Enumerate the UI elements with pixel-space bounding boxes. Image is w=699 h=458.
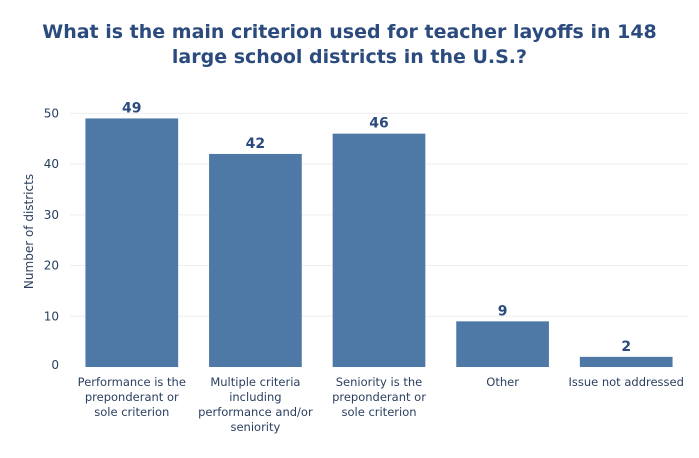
x-tick-label: Seniority is the preponderant or sole crit… <box>332 375 426 419</box>
chart-title: What is the main criterion used for teac… <box>42 21 657 68</box>
y-tick-label: 10 <box>44 309 59 323</box>
y-tick-label: 50 <box>44 106 59 120</box>
bar <box>332 133 426 367</box>
x-tick-label: Performance is the preponderant or sole cr… <box>78 375 186 419</box>
bar <box>456 321 549 367</box>
x-tick-label: Multiple criteria including performance an… <box>198 375 313 434</box>
data-label: 46 <box>369 116 388 132</box>
data-label: 42 <box>246 136 265 152</box>
y-tick-label: 0 <box>51 358 59 372</box>
bar <box>579 356 673 367</box>
data-label: 2 <box>621 339 631 355</box>
x-tick-label: Other <box>486 375 519 389</box>
data-label: 9 <box>498 303 508 319</box>
bar <box>209 153 302 367</box>
x-tick-label: Issue not addressed <box>568 375 683 389</box>
y-tick-label: 40 <box>44 157 59 171</box>
data-label: 49 <box>122 100 141 116</box>
y-tick-label: 20 <box>44 259 59 273</box>
y-axis-title: Number of districts <box>22 174 36 289</box>
y-tick-label: 30 <box>44 208 59 222</box>
bar <box>85 118 179 367</box>
